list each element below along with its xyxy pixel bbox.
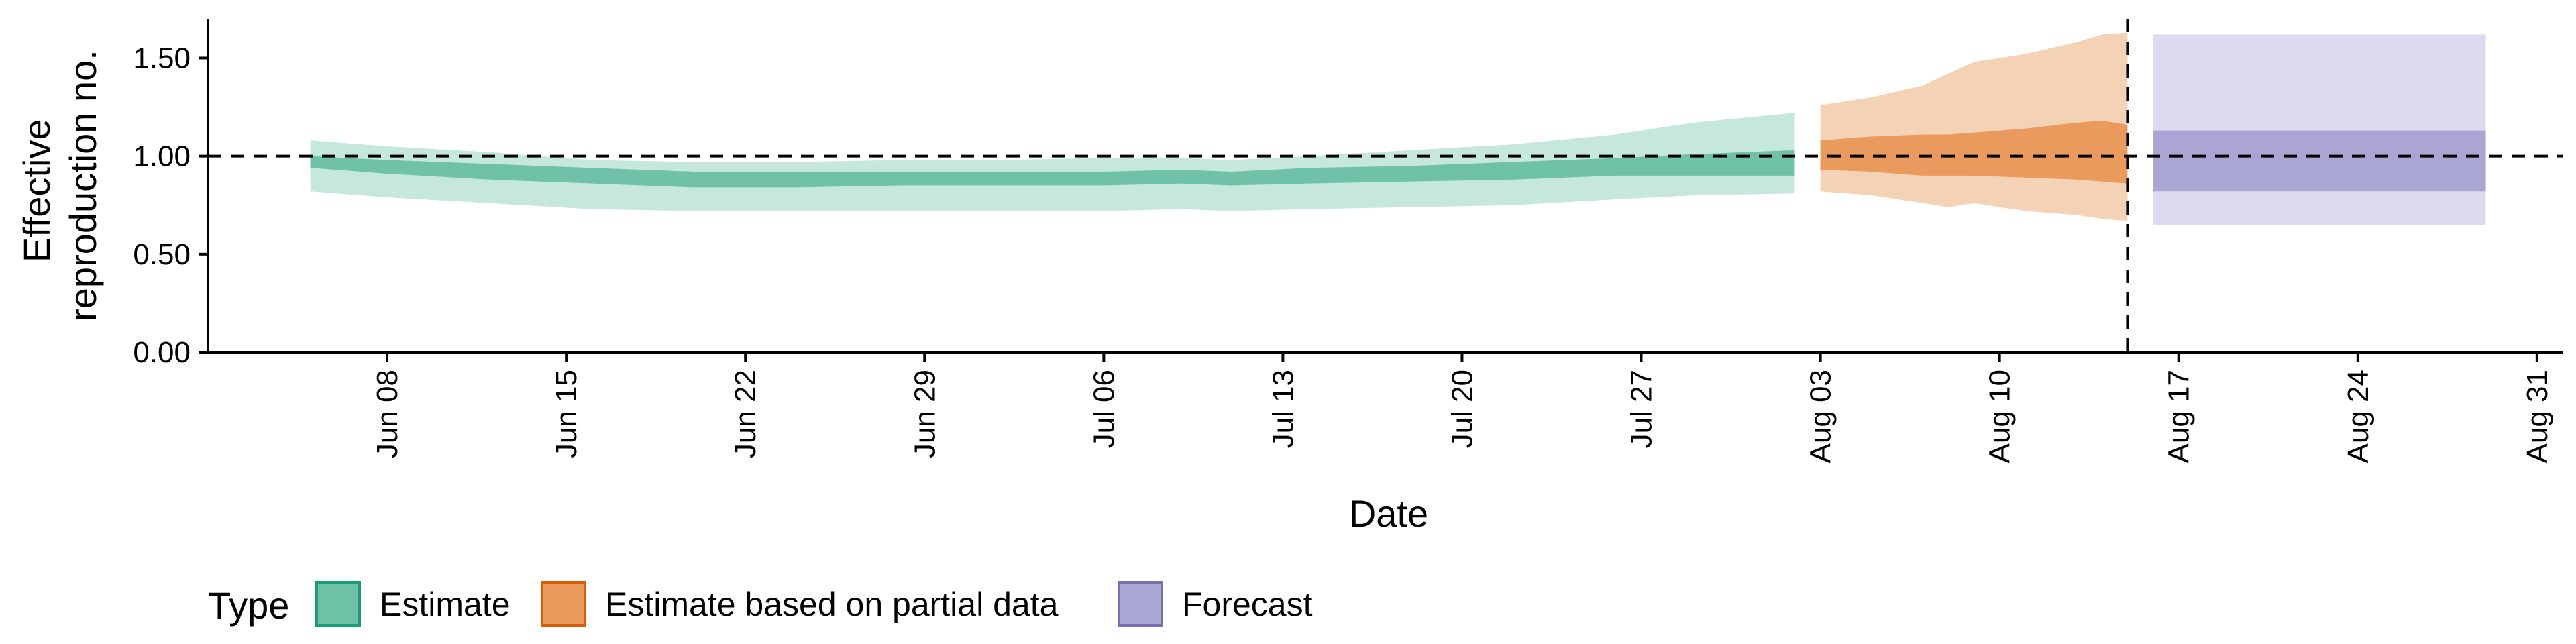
legend-label: Estimate (380, 586, 511, 623)
x-tick-label: Jun 15 (550, 370, 583, 458)
forecast-outer-band (2153, 34, 2486, 225)
legend-key (315, 581, 361, 627)
legend-label: Forecast (1182, 586, 1313, 623)
x-tick-label: Jul 06 (1087, 370, 1120, 448)
series-bands (310, 32, 2486, 225)
estimate-based-on-partial-data-inner-band (1820, 121, 2128, 184)
y-axis-ticks: 0.00 0.50 1.00 1.50 (133, 42, 208, 369)
legend-key (541, 581, 586, 627)
y-tick-label: 0.50 (133, 238, 191, 271)
forecast-inner-band (2153, 130, 2486, 192)
x-tick-label: Aug 17 (2163, 370, 2196, 463)
x-tick-label: Jul 27 (1625, 370, 1658, 448)
y-tick-label: 1.50 (133, 42, 191, 74)
estimate-inner-band (310, 150, 1795, 188)
x-tick-label: Aug 03 (1805, 370, 1837, 463)
y-tick-label: 1.00 (133, 140, 191, 173)
x-tick-label: Jun 29 (908, 370, 941, 458)
y-tick-label: 0.00 (133, 336, 191, 369)
x-tick-label: Jun 22 (729, 370, 762, 458)
x-tick-label: Aug 31 (2521, 370, 2554, 463)
legend-label: Estimate based on partial data (605, 586, 1059, 623)
y-axis-title-line-2: reproduction no. (62, 50, 104, 321)
x-tick-label: Jul 13 (1267, 370, 1299, 448)
x-axis-title: Date (1349, 492, 1428, 535)
legend-title: Type (208, 584, 289, 627)
legend-key (1118, 581, 1163, 627)
y-axis-title-line-1: Effective (15, 119, 58, 262)
x-tick-label: Aug 10 (1984, 370, 2017, 463)
x-tick-label: Aug 24 (2342, 370, 2375, 463)
x-tick-label: Jul 20 (1446, 370, 1479, 448)
y-axis-title: Effective reproduction no. (15, 50, 104, 321)
x-tick-label: Jun 08 (371, 370, 404, 458)
legend: Type Estimate Estimate based on partial d… (208, 581, 1313, 627)
x-axis-ticks: Jun 08 Jun 15 Jun 22 Jun 29 Jul 06 Jul 13 Jul … (371, 352, 2554, 463)
